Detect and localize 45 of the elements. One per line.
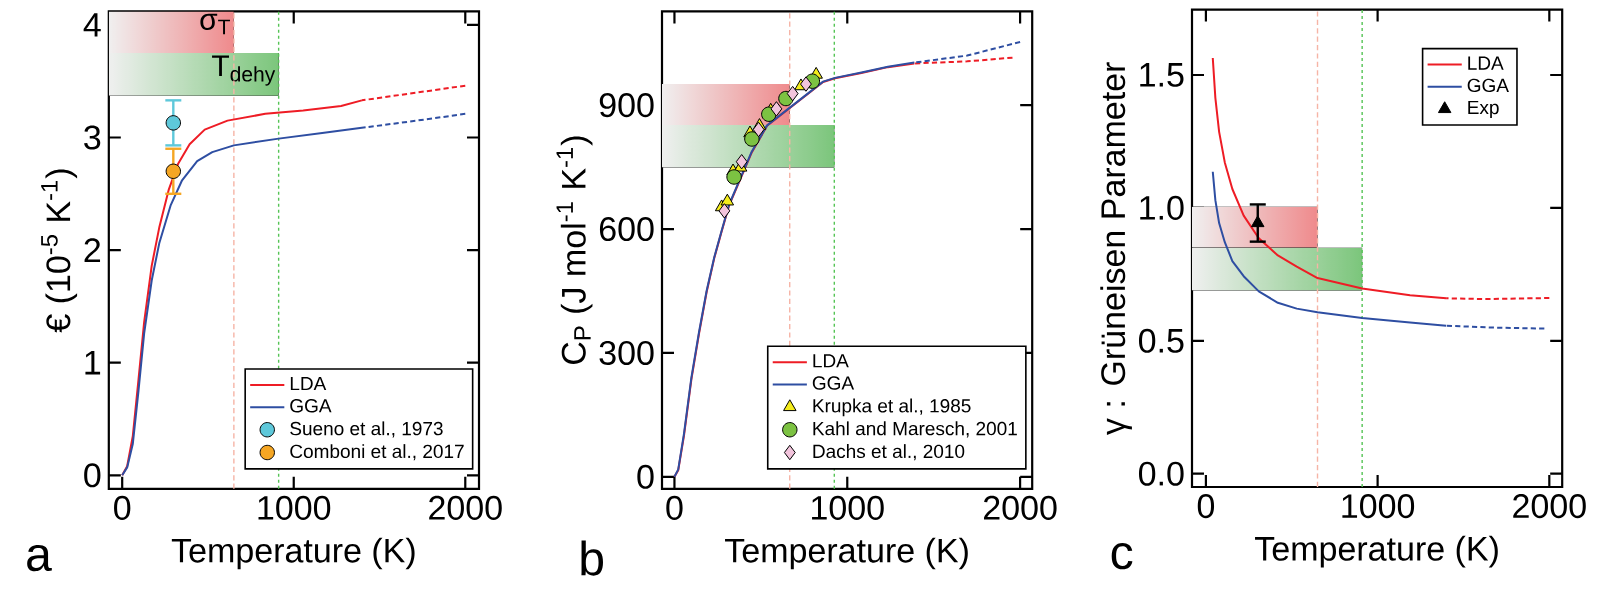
y-tick-label: 0.5 (1138, 328, 1184, 353)
legend-label: LDA (813, 354, 849, 368)
x-tick-label: 2000 (429, 495, 502, 520)
x-tick-label: 1000 (258, 495, 331, 520)
y-tick-label: 600 (599, 216, 654, 242)
legend-label: LDA (290, 377, 327, 391)
y-tick-label: 1.0 (1140, 195, 1184, 220)
x-tick-label: 1000 (1342, 494, 1415, 519)
y-tick-label: 900 (599, 93, 654, 118)
y-tick-label: 0 (637, 464, 654, 489)
legend-label: Kahl and Maresch, 2001 (813, 421, 1017, 438)
legend-label: Exp (1468, 100, 1499, 118)
x-tick-label: 1000 (812, 495, 884, 520)
text: b (581, 540, 604, 576)
x-tick-label: 2000 (1513, 494, 1586, 519)
x-axis-title: Temperature (K) (171, 537, 415, 570)
y-tick-label: 3 (84, 125, 101, 150)
text: c (1111, 543, 1133, 570)
band-label: T$_{dehy}$ (212, 55, 276, 86)
x-tick-label: 0 (666, 495, 683, 520)
y-tick-label: 0 (84, 463, 101, 488)
y-tick-label: 1 (85, 350, 101, 375)
y-tick-label: 4 (83, 13, 101, 37)
legend-label: Krupka et al., 1985 (813, 398, 971, 417)
x-axis-title: Temperature (K) (725, 537, 968, 570)
x-axis-title: Temperature (K) (1255, 535, 1498, 568)
legend-label: Comboni et al., 2017 (290, 444, 464, 461)
legend-label: Dachs et al., 2010 (813, 444, 965, 461)
y-tick-label: 2 (84, 238, 101, 262)
x-tick-label: 2000 (984, 495, 1057, 520)
legend-label: LDA (1468, 56, 1504, 70)
band-label: σ$_{T}$ (200, 13, 230, 35)
y-axis-title: γ : Grüneisen Parameter (1100, 62, 1132, 435)
y-tick-label: 0.0 (1138, 461, 1184, 486)
x-tick-label: 0 (114, 495, 131, 520)
y-axis-title: C$_{P}$ (J mol$^{-1}$ K$^{-1}$) (556, 136, 593, 364)
y-tick-label: 1.5 (1140, 63, 1184, 87)
text: a (27, 544, 52, 572)
x-tick-label: 0 (1197, 494, 1215, 519)
y-axis-title: € (10$^{-5}$ K$^{-1}$) (41, 169, 78, 333)
legend-label: GGA (1467, 78, 1509, 93)
legend-label: GGA (812, 376, 855, 390)
legend-label: Sueno et al., 1973 (290, 421, 443, 438)
legend-label: GGA (290, 399, 332, 413)
y-tick-label: 300 (599, 340, 654, 365)
